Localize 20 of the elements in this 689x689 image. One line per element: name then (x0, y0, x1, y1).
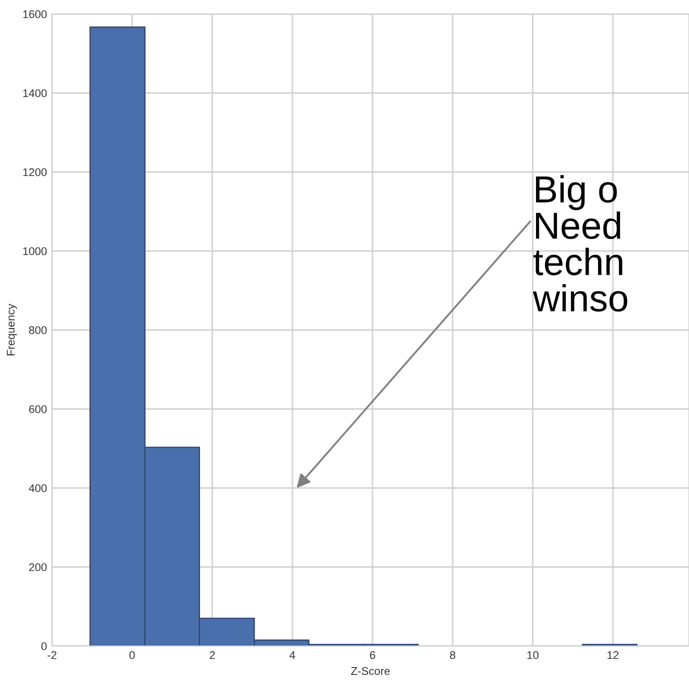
x-tick-label: 6 (370, 651, 376, 660)
y-tick-label: 800 (29, 326, 47, 334)
x-tick-label: 4 (290, 651, 296, 659)
y-tick-label: 1400 (23, 89, 47, 98)
x-tick-label: 12 (608, 651, 619, 659)
x-tick-label: 10 (527, 651, 538, 660)
x-tick-label: 2 (210, 651, 215, 659)
y-tick-label: 200 (29, 563, 47, 572)
y-tick-label: 1200 (23, 168, 47, 176)
y-tick-label: 400 (28, 484, 47, 492)
y-axis-title: Frequency (6, 304, 17, 356)
y-tick-label: 0 (41, 642, 47, 650)
y-tick-label: 600 (29, 405, 47, 414)
y-tick-label: 1600 (23, 10, 47, 18)
x-tick-label: 8 (450, 651, 456, 660)
annotation: Big o Need techn winso (532, 175, 628, 312)
x-tick-label: 0 (129, 651, 135, 660)
y-tick-label: 1000 (23, 247, 47, 256)
x-axis-title: Z-Score (351, 667, 390, 675)
x-tick-label: -2 (48, 651, 56, 659)
